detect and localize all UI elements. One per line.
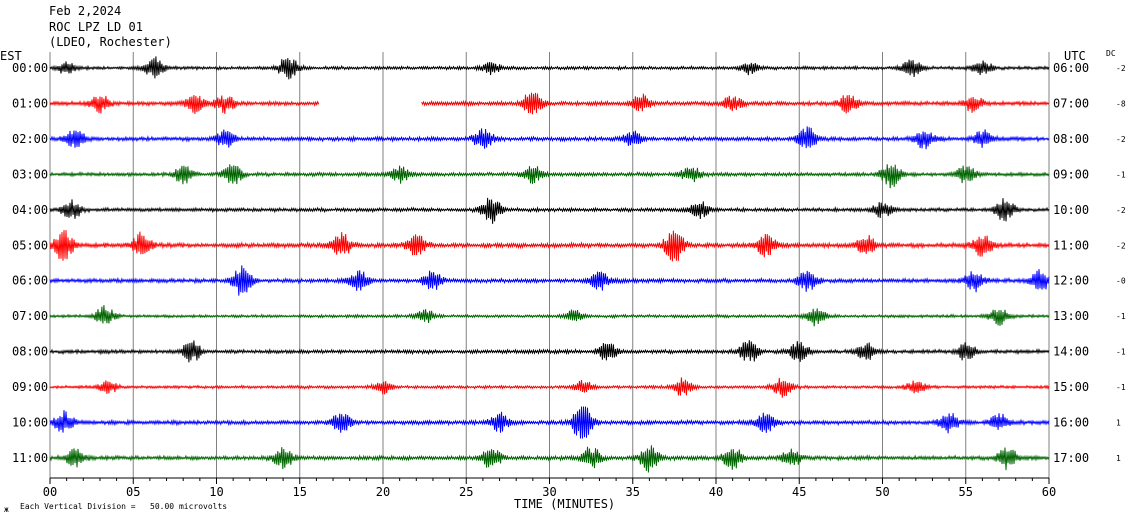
dc-offset-label: -2 bbox=[1116, 135, 1126, 144]
x-tick-label: 45 bbox=[792, 485, 806, 499]
x-axis-title: TIME (MINUTES) bbox=[514, 497, 616, 511]
dc-offset-label: -8 bbox=[1116, 99, 1126, 108]
dc-offset-label: -2 bbox=[1116, 64, 1126, 73]
x-tick-label: 40 bbox=[709, 485, 723, 499]
est-time-label: 09:00 bbox=[12, 380, 48, 394]
est-time-label: 00:00 bbox=[12, 61, 48, 75]
footnote-scale: Each Vertical Division = 50.00 microvolt… bbox=[20, 502, 228, 511]
utc-time-label: 11:00 bbox=[1053, 238, 1089, 252]
seismic-trace bbox=[49, 265, 1050, 296]
dc-offset-label: -2 bbox=[1116, 241, 1126, 250]
est-time-label: 11:00 bbox=[12, 451, 48, 465]
utc-time-label: 08:00 bbox=[1053, 132, 1089, 146]
est-time-label: 02:00 bbox=[12, 132, 48, 146]
x-tick-label: 20 bbox=[376, 485, 390, 499]
x-tick-label: 25 bbox=[459, 485, 473, 499]
x-tick-label: 35 bbox=[626, 485, 640, 499]
right-timezone-label: UTC bbox=[1064, 49, 1086, 63]
utc-time-label: 09:00 bbox=[1053, 167, 1089, 181]
x-tick-label: 30 bbox=[542, 485, 556, 499]
date-label: Feb 2,2024 bbox=[49, 4, 122, 18]
seismic-trace bbox=[49, 164, 1050, 189]
seismic-trace bbox=[49, 340, 1050, 363]
seismic-trace bbox=[49, 126, 1050, 150]
utc-time-label: 16:00 bbox=[1053, 416, 1089, 430]
utc-time-label: 07:00 bbox=[1053, 96, 1089, 110]
utc-time-label: 14:00 bbox=[1053, 345, 1089, 359]
x-tick-label: 00 bbox=[43, 485, 57, 499]
seismic-trace bbox=[49, 230, 1050, 262]
utc-time-label: 12:00 bbox=[1053, 274, 1089, 288]
x-tick-label: 55 bbox=[959, 485, 973, 499]
est-time-label: 04:00 bbox=[12, 203, 48, 217]
utc-time-label: 13:00 bbox=[1053, 309, 1089, 323]
dc-offset-label: -1 bbox=[1116, 383, 1126, 392]
dc-offset-label: 1 bbox=[1116, 454, 1121, 463]
dc-offset-label: -0 bbox=[1116, 277, 1126, 286]
dc-offset-label: -1 bbox=[1116, 348, 1126, 357]
est-time-label: 03:00 bbox=[12, 167, 48, 181]
seismic-trace bbox=[49, 406, 1050, 439]
est-time-label: 05:00 bbox=[12, 238, 48, 252]
seismic-trace bbox=[49, 92, 1050, 115]
seismic-trace bbox=[49, 56, 1050, 80]
utc-time-label: 06:00 bbox=[1053, 61, 1089, 75]
x-tick-label: 10 bbox=[209, 485, 223, 499]
x-tick-label: 60 bbox=[1042, 485, 1056, 499]
utc-time-label: 17:00 bbox=[1053, 451, 1089, 465]
seismic-trace bbox=[49, 445, 1050, 473]
left-timezone-label: EST bbox=[0, 49, 22, 63]
est-time-label: 06:00 bbox=[12, 274, 48, 288]
est-time-label: 07:00 bbox=[12, 309, 48, 323]
x-tick-label: 15 bbox=[293, 485, 307, 499]
est-time-label: 08:00 bbox=[12, 345, 48, 359]
est-time-label: 01:00 bbox=[12, 96, 48, 110]
seismic-trace bbox=[49, 197, 1050, 224]
x-tick-label: 50 bbox=[875, 485, 889, 499]
x-tick-label: 05 bbox=[126, 485, 140, 499]
seismic-trace bbox=[49, 305, 1050, 327]
footnote-prefix: ж bbox=[4, 505, 9, 514]
dc-header-label: DC bbox=[1106, 49, 1116, 58]
dc-offset-label: -1 bbox=[1116, 170, 1126, 179]
dc-offset-label: -2 bbox=[1116, 206, 1126, 215]
seismic-trace bbox=[49, 377, 1050, 398]
utc-time-label: 10:00 bbox=[1053, 203, 1089, 217]
network-label: (LDEO, Rochester) bbox=[49, 35, 172, 49]
station-label: ROC LPZ LD 01 bbox=[49, 20, 143, 34]
dc-offset-label: 1 bbox=[1116, 419, 1121, 428]
est-time-label: 10:00 bbox=[12, 416, 48, 430]
dc-offset-label: -1 bbox=[1116, 312, 1126, 321]
utc-time-label: 15:00 bbox=[1053, 380, 1089, 394]
